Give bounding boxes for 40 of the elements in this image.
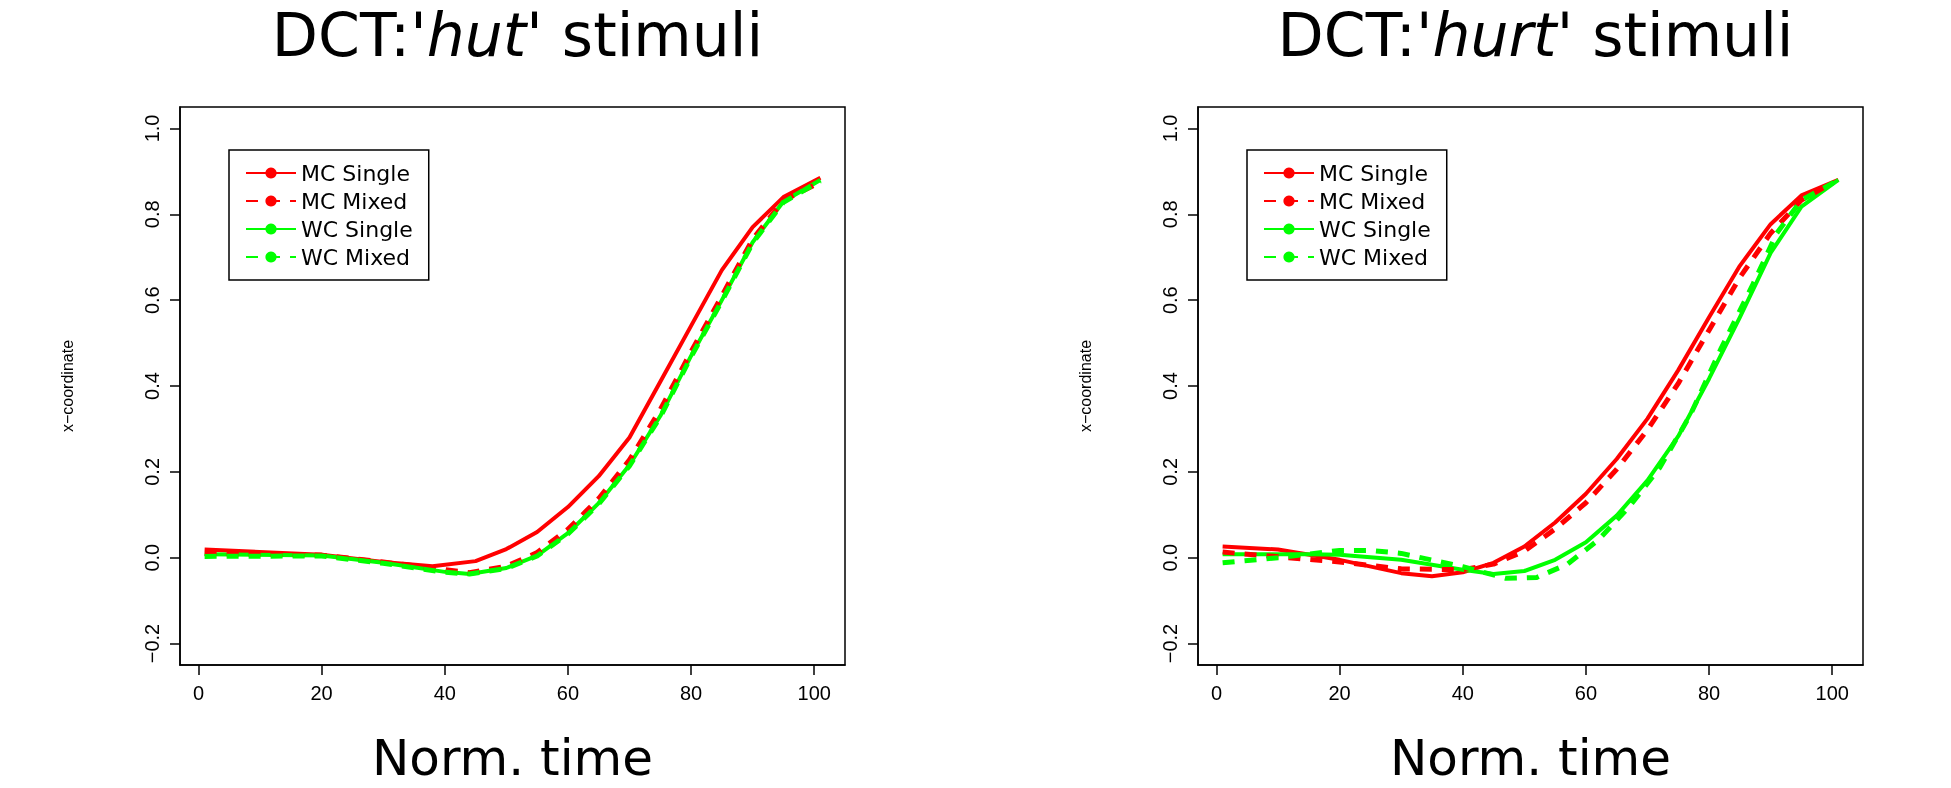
y-axis-title: x−coordinate — [1076, 339, 1094, 433]
x-tick-label: 60 — [1574, 682, 1598, 704]
y-tick-label: 0.0 — [1159, 543, 1181, 572]
y-tick-label: −0.2 — [141, 623, 163, 664]
x-tick-label: 80 — [679, 682, 703, 704]
y-tick-label: 1.0 — [1159, 114, 1181, 143]
legend-label: MC Single — [1319, 160, 1428, 186]
y-axis-title: x−coordinate — [58, 339, 76, 433]
chart-title: DCT:'hut' stimuli — [271, 0, 764, 70]
legend-label: MC Mixed — [301, 188, 408, 214]
x-axis-title: Norm. time — [371, 729, 654, 787]
legend-label: MC Single — [301, 160, 410, 186]
y-tick-label: 1.0 — [141, 114, 163, 143]
x-tick-label: 100 — [797, 682, 831, 704]
x-tick-label: 60 — [556, 682, 580, 704]
legend-label: MC Mixed — [1319, 188, 1426, 214]
legend-label: WC Mixed — [301, 244, 411, 270]
y-tick-label: 0.4 — [1159, 372, 1181, 400]
x-tick-label: 40 — [433, 682, 456, 704]
x-tick-label: 0 — [192, 682, 205, 704]
legend-label: WC Single — [301, 216, 413, 242]
x-tick-label: 20 — [1328, 682, 1351, 704]
y-tick-label: −0.2 — [1159, 623, 1181, 664]
y-tick-label: 0.2 — [1159, 457, 1181, 486]
y-tick-label: 0.8 — [141, 200, 163, 229]
y-tick-label: 0.2 — [141, 457, 163, 486]
y-tick-label: 0.6 — [1159, 286, 1181, 315]
x-axis-title: Norm. time — [1389, 729, 1672, 787]
y-tick-label: 0.4 — [141, 372, 163, 400]
x-tick-label: 20 — [310, 682, 333, 704]
legend-label: WC Single — [1319, 216, 1431, 242]
chart-title: DCT:'hurt' stimuli — [1277, 0, 1794, 70]
x-tick-label: 0 — [1210, 682, 1223, 704]
legend-label: WC Mixed — [1319, 244, 1429, 270]
x-tick-label: 100 — [1815, 682, 1849, 704]
x-tick-label: 80 — [1697, 682, 1721, 704]
x-tick-label: 40 — [1451, 682, 1474, 704]
y-tick-label: 0.8 — [1159, 200, 1181, 229]
y-tick-label: 0.0 — [141, 543, 163, 572]
y-tick-label: 0.6 — [141, 286, 163, 315]
